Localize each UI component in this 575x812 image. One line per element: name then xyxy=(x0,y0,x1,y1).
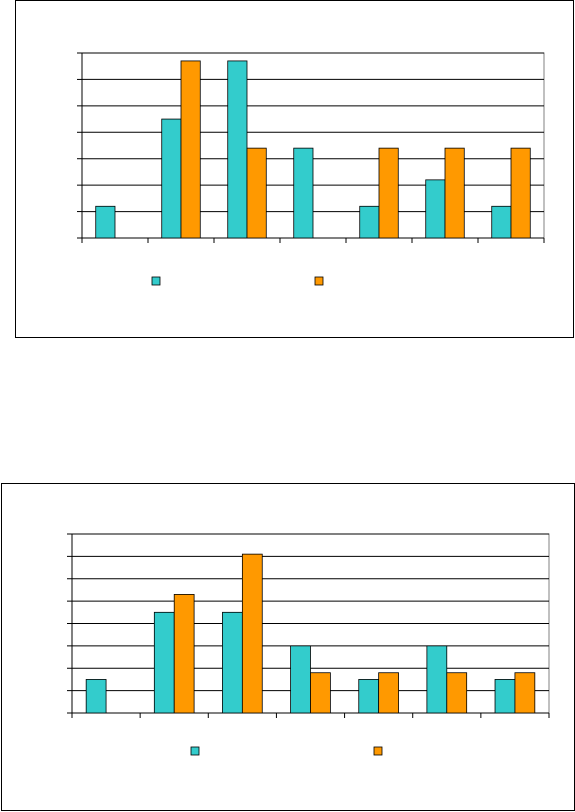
chart-1-bar-series-2 xyxy=(180,60,201,239)
chart-2-bar-series-1 xyxy=(494,679,516,714)
chart-2-bar-series-1 xyxy=(153,611,175,714)
chart-1-bar-series-2 xyxy=(510,147,531,239)
chart-1-legend-key-series-2 xyxy=(314,276,324,286)
chart-1-svg xyxy=(77,52,545,286)
chart-2-bar-series-1 xyxy=(426,645,448,714)
chart-1-bar-series-1 xyxy=(161,118,182,239)
chart-2-bar-series-2 xyxy=(173,594,195,714)
chart-2-bar-series-2 xyxy=(514,672,536,714)
chart-1-bar-series-1 xyxy=(425,179,446,239)
chart-1-bar-series-1 xyxy=(359,205,380,239)
chart-2-bar-series-1 xyxy=(358,679,380,714)
chart-2-bar-series-2 xyxy=(446,672,468,714)
chart-1-bar-series-1 xyxy=(95,205,116,239)
chart-1-bar-series-1 xyxy=(293,147,314,239)
chart-2 xyxy=(1,483,575,811)
chart-1-legend-key-series-1 xyxy=(151,276,161,286)
chart-1-bar-series-2 xyxy=(378,147,399,239)
chart-1 xyxy=(15,0,574,338)
chart-2-svg xyxy=(67,533,550,756)
chart-1-bar-series-2 xyxy=(444,147,465,239)
chart-2-bar-series-1 xyxy=(85,679,107,714)
chart-1-bar-series-2 xyxy=(246,147,267,239)
chart-2-legend-key-series-1 xyxy=(190,746,200,756)
chart-2-bar-series-2 xyxy=(310,672,331,714)
chart-2-bar-series-2 xyxy=(241,553,263,714)
chart-2-legend-key-series-2 xyxy=(373,746,383,756)
chart-1-bar-series-1 xyxy=(227,60,248,239)
chart-1-bar-series-1 xyxy=(491,205,512,239)
chart-2-bar-series-1 xyxy=(222,611,243,714)
chart-2-bar-series-1 xyxy=(290,645,311,714)
chart-2-bar-series-2 xyxy=(378,672,399,714)
